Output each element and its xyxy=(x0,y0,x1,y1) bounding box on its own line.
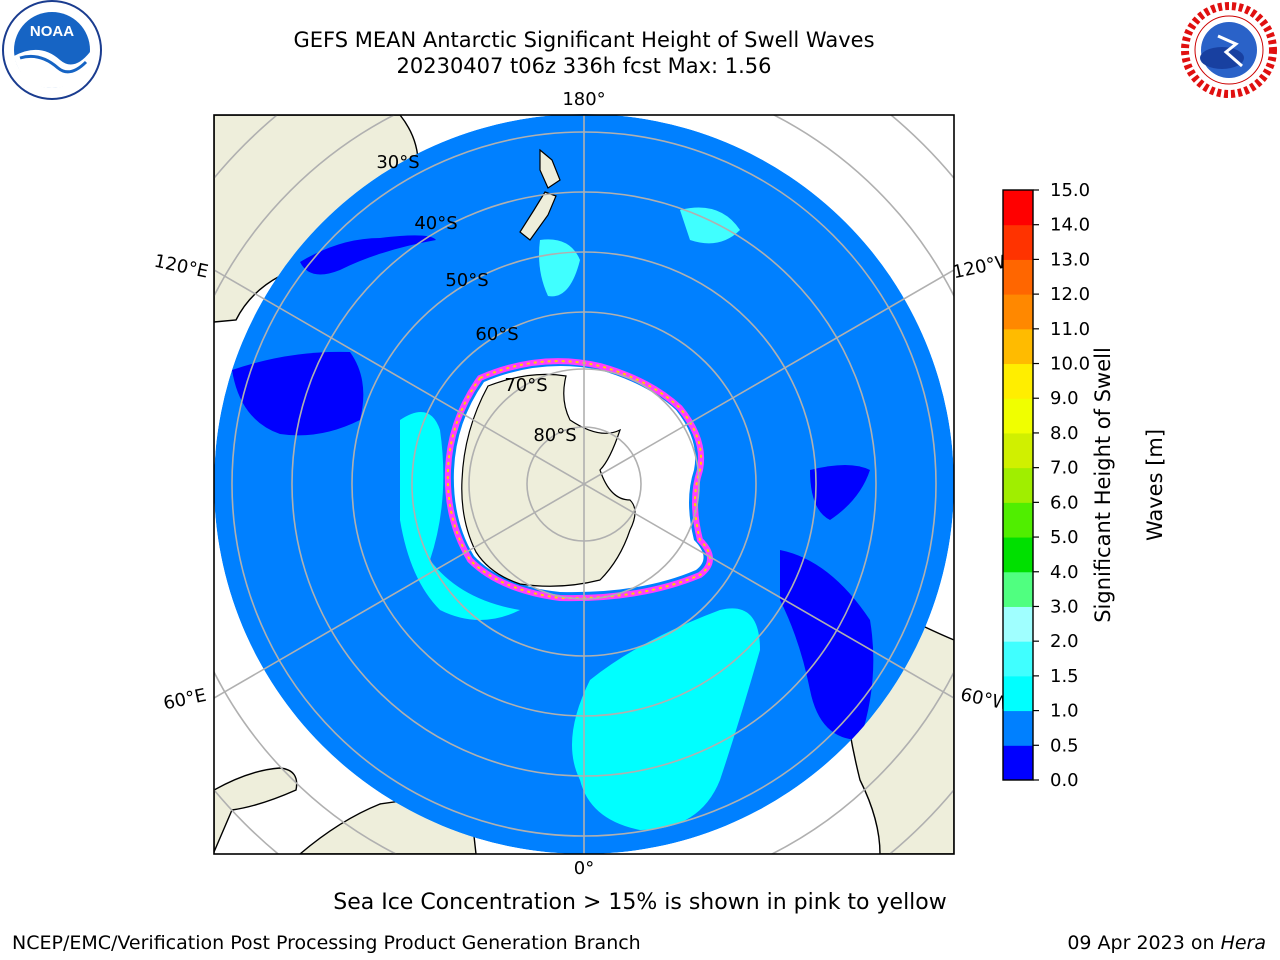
colorbar-swatch xyxy=(1003,398,1033,434)
colorbar-tick-label: 1.5 xyxy=(1050,666,1079,687)
chart-subtitle: 20230407 t06z 336h fcst Max: 1.56 xyxy=(396,54,772,78)
colorbar-swatch xyxy=(1003,606,1033,642)
colorbar-tick-label: 10.0 xyxy=(1050,354,1090,375)
colorbar-frame xyxy=(1002,189,1034,781)
sea-ice-edge-yellow xyxy=(446,360,711,600)
swell-1.0-1.5-pacific-patch xyxy=(680,207,740,244)
noaa-logo-icon: NOAA xyxy=(2,0,102,100)
colorbar-tick-label: 0.5 xyxy=(1050,735,1079,756)
colorbar-swatch xyxy=(1003,259,1033,295)
antarctica-landmass xyxy=(461,373,636,587)
colorbar-tick-label: 0.0 xyxy=(1050,770,1079,791)
colorbar-swatch xyxy=(1003,190,1033,226)
colorbar-tick-label: 5.0 xyxy=(1050,527,1079,548)
colorbar-swatch xyxy=(1003,363,1033,399)
colorbar-title-line2: Waves [m] xyxy=(1143,428,1167,542)
footer-date-text: 09 Apr 2023 on xyxy=(1067,932,1221,954)
colorbar-tick-label: 8.0 xyxy=(1050,423,1079,444)
colorbar-tick-label: 7.0 xyxy=(1050,458,1079,479)
colorbar: 0.0 0.5 1.0 1.5 2.0 3.0 4.0 5.0 6.0 7.0 8.0 9.0 10.0… xyxy=(1002,180,1090,791)
swell-1.0-1.5-indian-sector xyxy=(400,412,520,620)
colorbar-tick-label: 4.0 xyxy=(1050,562,1079,583)
map-frame xyxy=(213,114,955,855)
noaa-logo-text: NOAA xyxy=(30,23,74,40)
lon-label-bottom: 0° xyxy=(574,858,594,879)
footer-host: Hera xyxy=(1220,932,1266,954)
colorbar-swatch xyxy=(1003,432,1033,469)
noaa-logo: NOAA xyxy=(0,0,104,108)
swell-0-0.5-south-america-coast xyxy=(780,550,874,740)
colorbar-swatch xyxy=(1003,745,1033,781)
colorbar-swatch xyxy=(1003,675,1033,712)
swell-0-0.5-australia-coast xyxy=(300,235,436,275)
colorbar-tick-label: 15.0 xyxy=(1050,180,1090,201)
colorbar-swatch xyxy=(1003,294,1033,330)
colorbar-swatch xyxy=(1003,537,1033,573)
lat-label-40s: 40°S xyxy=(414,213,457,234)
nws-logo xyxy=(1178,0,1280,106)
colorbar-tick-label: 2.0 xyxy=(1050,631,1079,652)
lat-label-50s: 50°S xyxy=(445,270,488,291)
lon-label-upper-left: 120°E xyxy=(152,251,210,283)
colorbar-tick-label: 14.0 xyxy=(1050,215,1090,236)
colorbar-tick-label: 13.0 xyxy=(1050,249,1090,270)
colorbar-title-line1: Significant Height of Swell xyxy=(1091,347,1115,623)
colorbar-swatch xyxy=(1003,710,1033,746)
swell-0-0.5-indian-ocean xyxy=(232,351,364,436)
colorbar-tick-label: 6.0 xyxy=(1050,492,1079,513)
footer-date: 09 Apr 2023 on Hera xyxy=(1067,932,1266,954)
swell-0-0.5-southeast-pacific xyxy=(810,465,870,520)
colorbar-swatch xyxy=(1003,224,1033,260)
colorbar-tick-label: 3.0 xyxy=(1050,596,1079,617)
swell-1.0-1.5-tasman xyxy=(539,239,580,297)
lat-label-60s: 60°S xyxy=(475,324,518,345)
lat-label-30s: 30°S xyxy=(376,152,419,173)
chart-title: GEFS MEAN Antarctic Significant Height o… xyxy=(293,28,875,52)
lat-label-70s: 70°S xyxy=(504,375,547,396)
colorbar-swatch xyxy=(1003,328,1033,365)
lon-label-lower-left: 60°E xyxy=(162,685,209,715)
graticule xyxy=(214,115,954,854)
colorbar-tick-label: 12.0 xyxy=(1050,284,1090,305)
colorbar-tick-label: 11.0 xyxy=(1050,319,1090,340)
colorbar-tick-label: 1.0 xyxy=(1050,701,1079,722)
colorbar-swatch xyxy=(1003,641,1033,677)
lat-label-80s: 80°S xyxy=(533,425,576,446)
colorbar-swatch xyxy=(1003,502,1033,538)
sea-ice-note: Sea Ice Concentration > 15% is shown in … xyxy=(333,890,947,915)
new-zealand-landmass xyxy=(519,148,561,241)
colorbar-tick-label: 9.0 xyxy=(1050,388,1079,409)
colorbar-swatch xyxy=(1003,467,1033,503)
lon-label-top: 180° xyxy=(562,89,605,110)
nws-logo-icon xyxy=(1181,2,1277,98)
footer-branch: NCEP/EMC/Verification Post Processing Pr… xyxy=(12,932,641,954)
colorbar-swatch xyxy=(1003,571,1033,607)
